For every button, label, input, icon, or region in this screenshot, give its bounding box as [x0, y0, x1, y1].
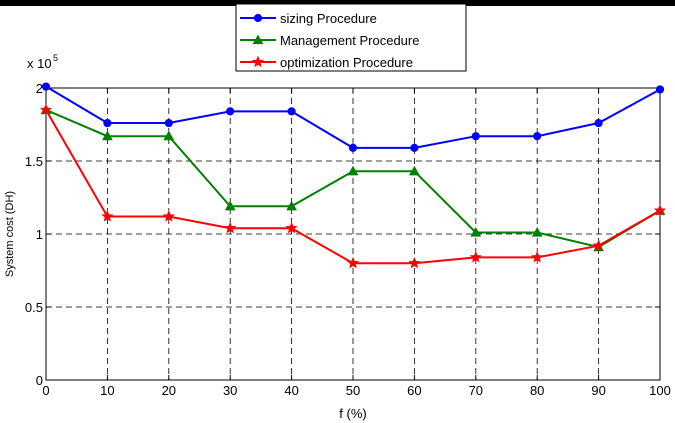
y-tick-label: 1.5: [25, 154, 43, 169]
legend-item: Management Procedure: [240, 33, 419, 48]
y-multiplier-label: x 10: [27, 56, 52, 71]
x-tick-label: 100: [649, 383, 671, 398]
x-tick-label: 0: [42, 383, 49, 398]
x-tick-label: 20: [162, 383, 176, 398]
legend-label: sizing Procedure: [280, 11, 377, 26]
data-point: [348, 143, 358, 152]
y-tick-label: 2: [36, 81, 43, 96]
data-point: [471, 132, 480, 141]
legend-box: [235, 3, 467, 72]
data-point: [287, 107, 296, 116]
data-point: [653, 204, 667, 216]
legend-marker: [253, 13, 263, 23]
x-tick-label: 50: [346, 383, 360, 398]
legend-marker: [251, 55, 265, 68]
x-tick-label: 70: [469, 383, 483, 398]
series-optimization-procedure: [39, 103, 667, 269]
legend-item: sizing Procedure: [240, 11, 377, 26]
data-point: [531, 251, 544, 263]
data-point: [469, 251, 482, 263]
y-tick-label: 0: [36, 373, 43, 388]
y-multiplier-exponent: 5: [53, 53, 58, 63]
data-point: [226, 107, 235, 116]
legend-marker: [252, 34, 264, 45]
x-tick-label: 40: [284, 383, 298, 398]
data-point: [533, 132, 542, 141]
x-tick-label: 10: [100, 383, 114, 398]
data-point: [39, 103, 53, 115]
data-point: [408, 256, 421, 269]
y-tick-label: 0.5: [25, 300, 43, 315]
legend: sizing Procedure Management Procedure opti…: [235, 3, 467, 72]
data-point: [101, 210, 114, 222]
data-point: [531, 227, 543, 237]
data-point: [286, 200, 297, 211]
axis-ticks: 0 10 20 30 40 50 60 70 80 90 100 0 0.5 1 1.5 2: [25, 81, 671, 398]
legend-label: optimization Procedure: [280, 55, 413, 70]
data-point: [410, 143, 419, 152]
y-axis-label: System cost (DH): [4, 191, 16, 277]
data-point: [102, 130, 113, 141]
data-point: [470, 227, 482, 237]
grid-lines: [46, 88, 660, 380]
data-point: [346, 256, 360, 269]
data-point: [285, 221, 298, 234]
legend-item: optimization Procedure: [240, 55, 413, 70]
data-point: [655, 85, 665, 94]
data-point: [409, 165, 420, 176]
data-point: [163, 130, 175, 141]
data-point: [164, 118, 173, 128]
data-point: [224, 221, 237, 234]
x-tick-label: 60: [407, 383, 421, 398]
data-point: [594, 118, 603, 128]
x-tick-label: 30: [223, 383, 237, 398]
data-point: [103, 118, 112, 128]
series-sizing-procedure: [41, 82, 665, 152]
data-point: [41, 82, 51, 91]
top-border-bar: [0, 0, 675, 6]
data-point: [592, 239, 605, 251]
x-axis-label: f (%): [339, 406, 366, 421]
data-point: [162, 210, 175, 222]
series-group: [39, 82, 667, 269]
legend-label: Management Procedure: [280, 33, 419, 48]
data-point: [347, 165, 359, 176]
x-tick-label: 80: [530, 383, 544, 398]
x-tick-label: 90: [591, 383, 605, 398]
y-tick-label: 1: [36, 227, 43, 242]
data-point: [224, 200, 236, 211]
